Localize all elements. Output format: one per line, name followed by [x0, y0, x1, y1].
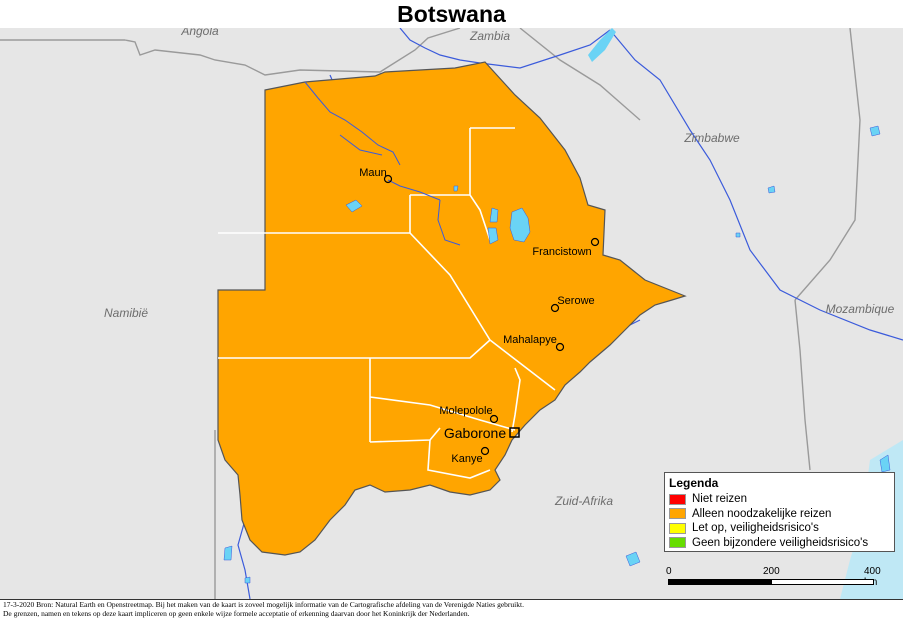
- map-title: Botswana: [397, 1, 506, 27]
- city-label-gaborone: Gaborone: [444, 425, 506, 441]
- city-maun: Maun: [359, 167, 393, 184]
- city-marker: [489, 414, 499, 424]
- capital-marker: [509, 427, 520, 438]
- city-label-mahalapye: Mahalapye: [503, 334, 557, 346]
- city-label-maun: Maun: [359, 167, 387, 179]
- footer-line-2: De grenzen, namen en tekens op deze kaar…: [3, 609, 470, 618]
- scale-label-start: 0: [666, 566, 672, 577]
- legend-item: Niet reizen: [669, 492, 890, 507]
- legend-label: Geen bijzondere veiligheidsrisico's: [692, 536, 869, 549]
- label-zambia: Zambia: [469, 29, 510, 43]
- map-canvas: Angola Zambia Zimbabwe Namibië Mozambiqu…: [0, 28, 903, 599]
- label-mozambique: Mozambique: [826, 302, 895, 316]
- scale-label-mid: 200: [763, 566, 780, 577]
- legend: Legenda Niet reizen Alleen noodzakelijke…: [664, 472, 895, 552]
- neighbor-borders: [0, 28, 861, 599]
- lake-kariba: [588, 28, 616, 62]
- legend-swatch-green: [669, 537, 686, 549]
- label-namibia: Namibië: [104, 306, 148, 320]
- city-marker: [590, 237, 600, 247]
- legend-label: Alleen noodzakelijke reizen: [692, 507, 832, 520]
- legend-item: Alleen noodzakelijke reizen: [669, 507, 890, 522]
- legend-item: Geen bijzondere veiligheidsrisico's: [669, 536, 890, 551]
- city-marker: [550, 303, 560, 313]
- scale-bar-segment-1: [669, 580, 772, 584]
- legend-title: Legenda: [669, 476, 719, 490]
- city-molepolole: Molepolole: [439, 405, 499, 424]
- city-marker: [555, 342, 565, 352]
- okavango-rivers: [304, 81, 461, 246]
- city-marker: [480, 446, 490, 456]
- city-gaborone: Gaborone: [444, 425, 520, 441]
- city-label-francistown: Francistown: [532, 246, 591, 258]
- legend-swatch-orange: [669, 508, 686, 520]
- legend-swatch-yellow: [669, 522, 686, 534]
- label-angola: Angola: [180, 28, 219, 38]
- district-borders: [218, 127, 556, 479]
- title-bar: Botswana: [0, 0, 903, 29]
- city-mahalapye: Mahalapye: [503, 334, 565, 352]
- city-marker: [383, 174, 393, 184]
- scale-bar: 0 200 400 km: [666, 566, 881, 588]
- city-label-molepolole: Molepolole: [439, 405, 492, 417]
- label-zimbabwe: Zimbabwe: [683, 131, 740, 145]
- city-serowe: Serowe: [550, 295, 595, 313]
- legend-label: Let op, veiligheidsrisico's: [692, 522, 819, 535]
- city-kanye: Kanye: [451, 446, 490, 465]
- city-label-serowe: Serowe: [557, 295, 594, 307]
- small-lakes: [223, 125, 891, 584]
- footer-line-1: 17-3-2020 Bron: Natural Earth en Openstr…: [3, 600, 524, 609]
- city-francistown: Francistown: [532, 237, 600, 258]
- coast-left: [180, 520, 240, 599]
- legend-swatch-red: [669, 493, 686, 505]
- legend-label: Niet reizen: [692, 493, 747, 506]
- legend-item: Let op, veiligheidsrisico's: [669, 521, 890, 536]
- city-label-kanye: Kanye: [451, 453, 482, 465]
- botswana-shape: [217, 61, 687, 556]
- salt-pans: [345, 185, 531, 245]
- scale-bar-frame: [668, 579, 874, 585]
- label-south-africa: Zuid-Afrika: [554, 494, 613, 508]
- footer: 17-3-2020 Bron: Natural Earth en Openstr…: [0, 599, 903, 620]
